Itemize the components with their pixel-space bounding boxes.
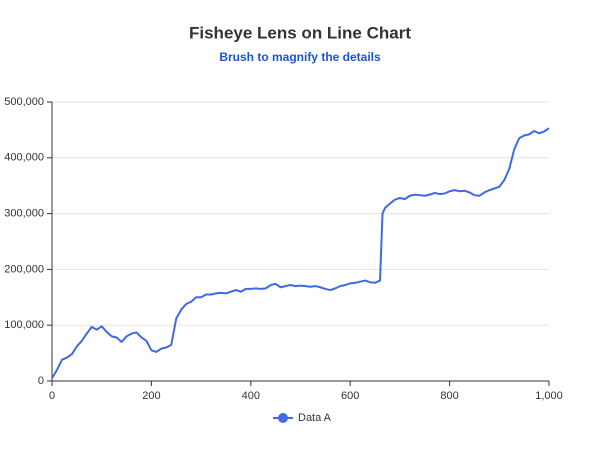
x-tick-label: 600 xyxy=(341,390,359,402)
x-tick-label: 200 xyxy=(142,390,160,402)
chart-subtitle: Brush to magnify the details xyxy=(219,50,381,64)
x-tick-label: 400 xyxy=(242,390,260,402)
data-line xyxy=(51,127,550,379)
x-tick-label: 0 xyxy=(49,390,55,402)
chart-title: Fisheye Lens on Line Chart xyxy=(189,23,411,42)
x-tick-label: 1,000 xyxy=(535,390,563,402)
x-tick-label: 800 xyxy=(440,390,458,402)
y-tick-label: 500,000 xyxy=(4,96,44,108)
legend-marker xyxy=(278,413,288,423)
y-tick-label: 200,000 xyxy=(4,263,44,275)
y-tick-label: 300,000 xyxy=(4,208,44,220)
y-tick-label: 400,000 xyxy=(4,152,44,164)
y-tick-label: 0 xyxy=(38,375,44,387)
y-tick-label: 100,000 xyxy=(4,319,44,331)
legend-label: Data A xyxy=(298,412,332,424)
